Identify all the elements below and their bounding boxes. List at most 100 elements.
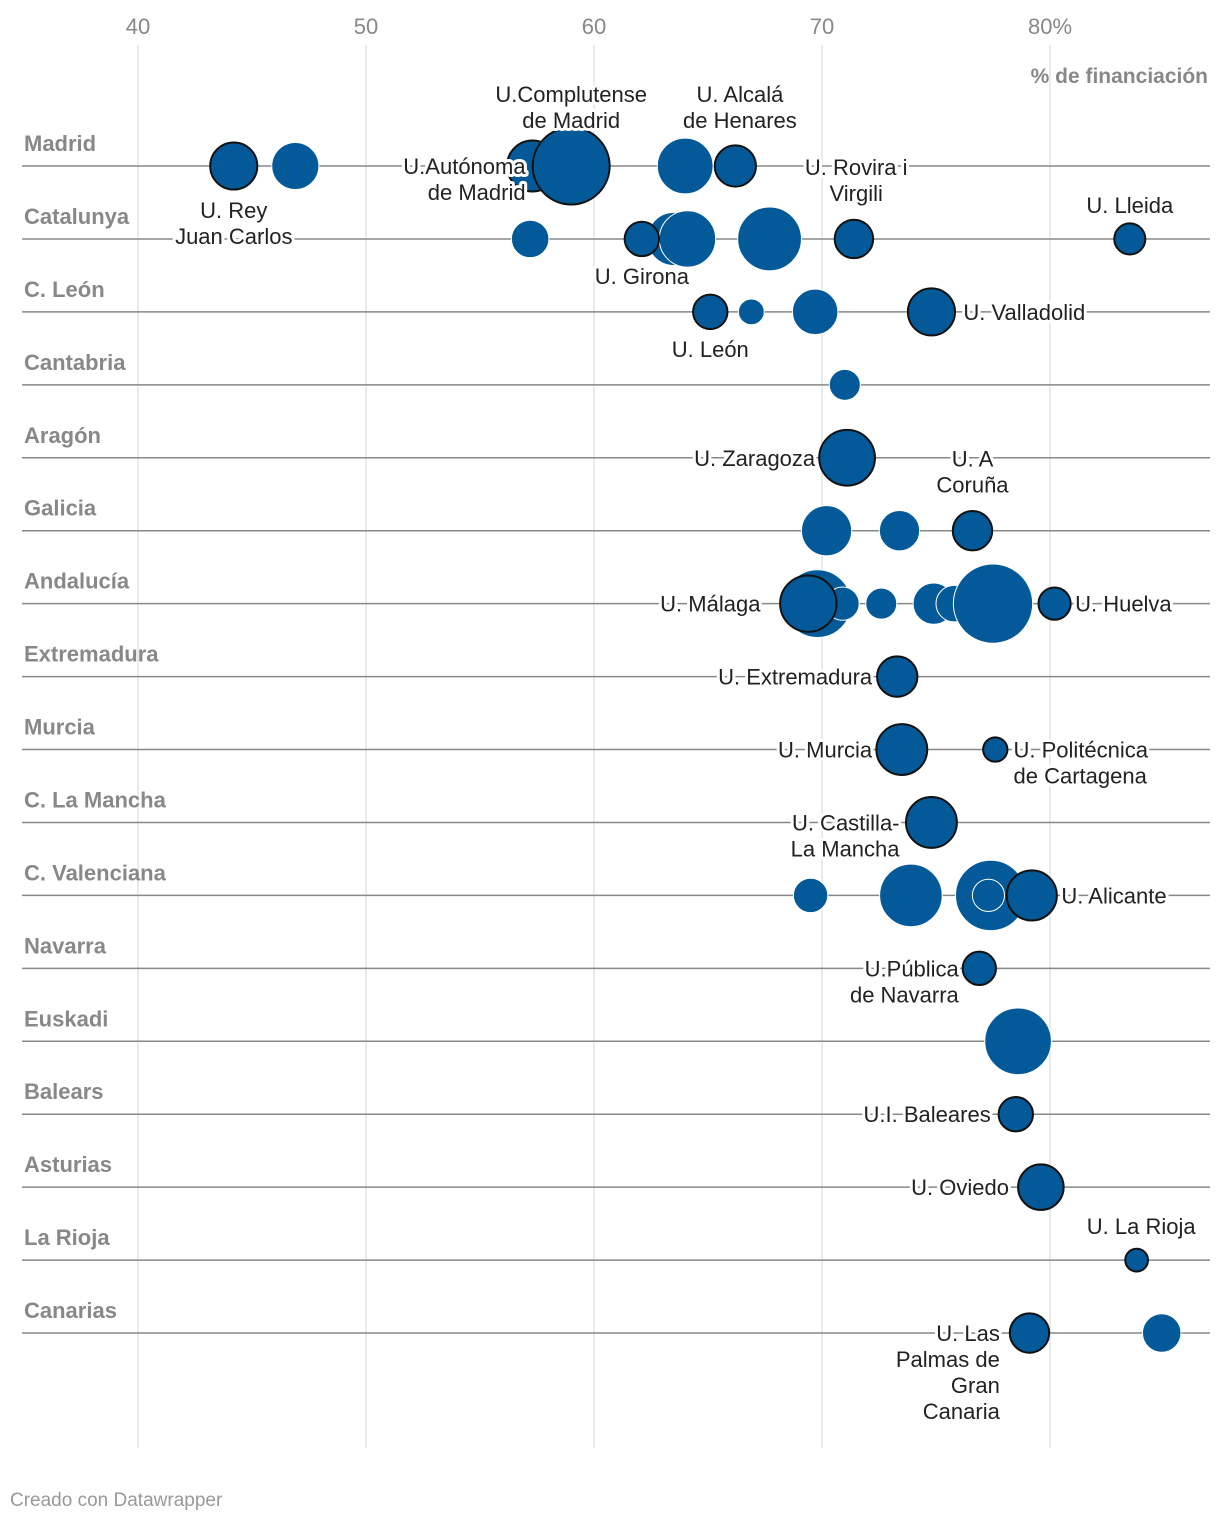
region-label: Galicia xyxy=(24,496,97,521)
x-axis-ticks: 40 50 60 70 80% xyxy=(126,14,1072,39)
university-label-line: U. A xyxy=(952,447,994,472)
university-label-line: U. Alcalá xyxy=(697,82,785,107)
university-label: U. Zaragoza xyxy=(694,446,816,471)
bubble xyxy=(961,950,997,986)
bubble xyxy=(982,736,1009,763)
region-label: Catalunya xyxy=(24,204,130,229)
region-label: Aragón xyxy=(24,423,101,448)
bubble xyxy=(818,428,876,487)
university-label-line: U. Politécnica xyxy=(1014,738,1149,763)
region-label: C. La Mancha xyxy=(24,787,167,812)
university-label-line: U. Extremadura xyxy=(718,665,873,690)
bubble xyxy=(828,368,861,401)
university-label-line: U.I. Baleares xyxy=(864,1102,991,1127)
bubble xyxy=(865,587,898,620)
region-label: Asturias xyxy=(24,1152,112,1177)
university-label-line: de Cartagena xyxy=(1014,764,1148,789)
university-label: U.Pública de Navarra xyxy=(850,956,960,1007)
university-label: U.I. Baleares xyxy=(864,1102,991,1127)
x-axis-title: % de financiación xyxy=(1031,65,1208,88)
university-label: U. A Coruña xyxy=(936,447,1009,498)
university-label: U. Valladolid xyxy=(963,300,1085,325)
bubble xyxy=(623,220,661,258)
university-label: U. Girona xyxy=(595,264,690,289)
university-label-line: La Mancha xyxy=(791,836,901,861)
bubble xyxy=(737,206,802,272)
bubble xyxy=(531,126,611,206)
university-label-line: U. Girona xyxy=(595,264,690,289)
university-label-line: de Madrid xyxy=(428,180,526,205)
region-label: C. Valenciana xyxy=(24,860,167,885)
region-label: Murcia xyxy=(24,715,96,740)
university-label: U. Extremadura xyxy=(718,665,873,690)
bubble xyxy=(878,510,921,552)
university-label-line: U. Rovira i xyxy=(805,155,908,180)
bubble xyxy=(875,723,929,776)
university-label: U. Murcia xyxy=(778,738,873,763)
university-label-line: Coruña xyxy=(936,473,1009,498)
university-label-line: U. Oviedo xyxy=(911,1175,1009,1200)
university-label-line: Gran xyxy=(951,1373,1000,1398)
bubble xyxy=(1141,1313,1182,1353)
bubble xyxy=(658,210,717,268)
university-label: U. Huelva xyxy=(1075,592,1172,617)
region-label: Canarias xyxy=(24,1298,117,1323)
region-label: C. León xyxy=(24,277,105,302)
university-label-line: Palmas de xyxy=(896,1347,1000,1372)
university-label-line: de Henares xyxy=(683,108,797,133)
bubble xyxy=(971,878,1006,912)
bubble xyxy=(737,298,765,326)
bubble xyxy=(792,877,829,914)
university-label-line: Juan Carlos xyxy=(175,224,292,249)
credit-text: Creado con Datawrapper xyxy=(10,1490,223,1511)
bubble xyxy=(779,574,838,633)
grid-lines xyxy=(137,45,1051,1448)
university-label-line: U. Zaragoza xyxy=(694,446,816,471)
region-label: Euskadi xyxy=(24,1006,108,1031)
bubble xyxy=(879,863,943,928)
university-label-line: Canaria xyxy=(923,1399,1001,1424)
university-label-line: U. Murcia xyxy=(778,738,873,763)
bubble xyxy=(271,141,320,191)
university-label-line: U. Alicante xyxy=(1061,883,1166,908)
bubble xyxy=(713,144,757,188)
university-label: U. Rey Juan Carlos xyxy=(175,198,292,249)
bubble xyxy=(1008,1312,1051,1354)
bubble xyxy=(951,509,994,552)
bubble xyxy=(876,655,919,698)
university-label: U. Alicante xyxy=(1061,883,1166,908)
university-label: U. La Rioja xyxy=(1087,1214,1197,1239)
x-tick-label: 50 xyxy=(354,14,378,39)
region-label: Navarra xyxy=(24,933,107,958)
x-tick-label: 80% xyxy=(1028,14,1072,39)
university-label: U. Politécnica de Cartagena xyxy=(1014,738,1149,789)
university-label: U. Oviedo xyxy=(911,1175,1009,1200)
bubble xyxy=(209,141,259,191)
university-label-line: de Madrid xyxy=(522,108,620,133)
university-label-line: Virgili xyxy=(830,181,883,206)
university-label: U.Complutense de Madrid xyxy=(495,82,647,133)
bubble xyxy=(984,1007,1052,1076)
bubbles xyxy=(209,126,1182,1354)
university-label: U. Las Palmas de Gran Canaria xyxy=(896,1321,1001,1424)
university-label: U. Lleida xyxy=(1086,193,1174,218)
university-label-line: U. La Rioja xyxy=(1087,1214,1197,1239)
university-label-line: U. Castilla- xyxy=(792,810,900,835)
bubble xyxy=(800,505,853,557)
university-label-line: U. Huelva xyxy=(1075,592,1172,617)
university-label: U. Málaga xyxy=(660,592,761,617)
region-label: Extremadura xyxy=(24,642,159,667)
university-label-line: U. Málaga xyxy=(660,592,761,617)
bubble xyxy=(906,287,956,337)
bubble xyxy=(656,137,714,195)
university-label-line: U.Autónoma xyxy=(403,154,526,179)
region-label: Balears xyxy=(24,1079,104,1104)
university-label-line: U. Rey xyxy=(200,198,267,223)
university-label: U. Castilla-La Mancha xyxy=(791,810,901,861)
university-label-line: U. Lleida xyxy=(1086,193,1174,218)
bubble xyxy=(997,1096,1035,1133)
bubble xyxy=(510,219,550,259)
region-label: Andalucía xyxy=(24,569,130,594)
x-tick-label: 40 xyxy=(126,14,150,39)
bubble xyxy=(1124,1247,1150,1273)
